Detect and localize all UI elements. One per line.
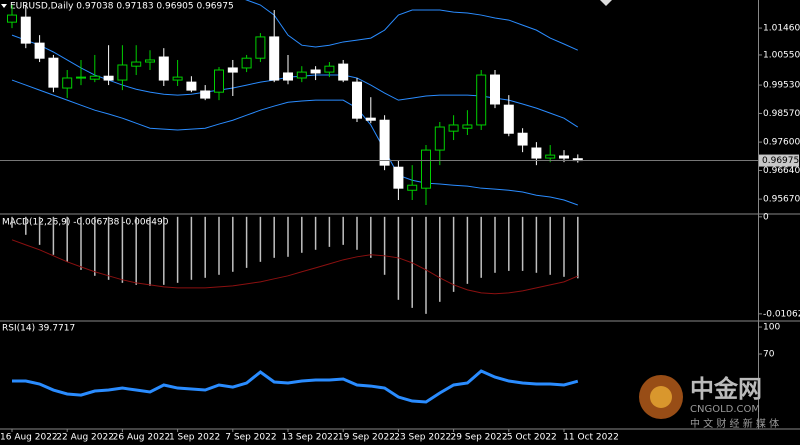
- candle-body: [227, 67, 238, 73]
- x-tick-label: 13 Sep 2022: [282, 433, 339, 443]
- candle-body: [421, 149, 431, 189]
- candle-body: [476, 74, 487, 126]
- x-tick-label: 16 Aug 2022: [0, 433, 58, 443]
- candle-body: [490, 74, 500, 105]
- band-upper: [245, 0, 579, 51]
- candle-body: [462, 124, 473, 129]
- y-tick-label: 0.98570: [763, 109, 800, 119]
- candle-body: [20, 16, 31, 44]
- band-lower: [11, 79, 578, 206]
- candle-body: [434, 126, 445, 151]
- candle-body: [76, 76, 86, 79]
- x-tick-label: 22 Aug 2022: [56, 433, 114, 443]
- candle-body: [34, 42, 45, 59]
- y-tick-label: 1.01460: [763, 24, 800, 34]
- y-tick-label: -0.010626: [763, 309, 800, 319]
- y-tick-label: 0.96640: [763, 166, 800, 176]
- watermark: 中金网 CNGOLD.COM 中 文 财 经 新 媒 体: [639, 375, 779, 430]
- candle-body: [365, 117, 376, 121]
- candle-body: [559, 155, 569, 159]
- x-tick-label: 29 Sep 2022: [451, 433, 508, 443]
- x-tick-label: 7 Sep 2022: [225, 433, 276, 443]
- candle-body: [172, 76, 183, 81]
- current-price-box: [759, 154, 799, 167]
- x-tick-label: 23 Sep 2022: [394, 433, 451, 443]
- y-tick-label: 0.95670: [763, 195, 800, 205]
- candle-body: [103, 75, 114, 81]
- macd-panel: [11, 216, 579, 314]
- candle-body: [62, 77, 73, 89]
- candle-body: [200, 90, 211, 99]
- candle-body: [379, 119, 390, 166]
- candle-body: [214, 69, 224, 93]
- candle-body: [517, 132, 528, 146]
- x-tick-label: 19 Sep 2022: [338, 433, 395, 443]
- x-tick-label: 11 Oct 2022: [563, 433, 619, 443]
- x-tick-label: 26 Aug 2022: [113, 433, 171, 443]
- y-tick-label: 0.99530: [763, 81, 800, 91]
- watermark-logo: [650, 386, 672, 408]
- candle-body: [89, 75, 100, 80]
- candle-body: [324, 65, 335, 73]
- candle-body: [352, 81, 362, 119]
- one-click-icon[interactable]: [600, 0, 612, 6]
- rsi-title: RSI(14) 39.7717: [2, 324, 75, 334]
- candle-body: [158, 56, 169, 81]
- watermark-tagline: 中 文 财 经 新 媒 体: [690, 417, 779, 430]
- y-tick-label: 100: [763, 323, 780, 333]
- candle-body: [117, 64, 128, 81]
- y-tick-label: 1.00550: [763, 50, 800, 60]
- candle-body: [269, 36, 280, 81]
- chart-title: EURUSD,Daily 0.97038 0.97183 0.96905 0.9…: [10, 2, 234, 12]
- candle-body: [241, 57, 252, 69]
- candle-body: [407, 184, 418, 191]
- candle-body: [393, 166, 404, 189]
- price-panel: [7, 0, 583, 206]
- candle-body: [531, 147, 542, 159]
- candle-body: [186, 81, 197, 91]
- rsi-line: [12, 369, 579, 404]
- watermark-brand: 中金网: [690, 375, 762, 403]
- candle-body: [338, 63, 349, 81]
- candle-body: [7, 14, 17, 23]
- candle-body: [296, 71, 307, 79]
- y-tick-label: 70: [763, 350, 775, 360]
- macd-title: MACD(12,26,9) -0.006738 -0.006490: [2, 218, 169, 228]
- watermark-site: CNGOLD.COM: [690, 404, 760, 415]
- x-tick-label: 1 Sep 2022: [169, 433, 220, 443]
- signal-line: [11, 239, 578, 295]
- candle-body: [255, 36, 266, 59]
- y-tick-label: 0.97600: [763, 138, 800, 148]
- x-tick-label: 5 Oct 2022: [507, 433, 557, 443]
- rsi-panel: [12, 369, 579, 404]
- current-price-label: 0.96975: [762, 156, 799, 166]
- candle-body: [448, 124, 459, 132]
- candle-body: [503, 104, 514, 134]
- candle-body: [283, 72, 293, 81]
- candle-body: [545, 154, 556, 159]
- symbol-menu[interactable]: [1, 4, 7, 8]
- y-tick-label: 0: [763, 212, 769, 222]
- candle-body: [131, 61, 142, 67]
- candle-body: [145, 59, 155, 63]
- candle-body: [48, 57, 59, 88]
- candle-body: [310, 69, 321, 74]
